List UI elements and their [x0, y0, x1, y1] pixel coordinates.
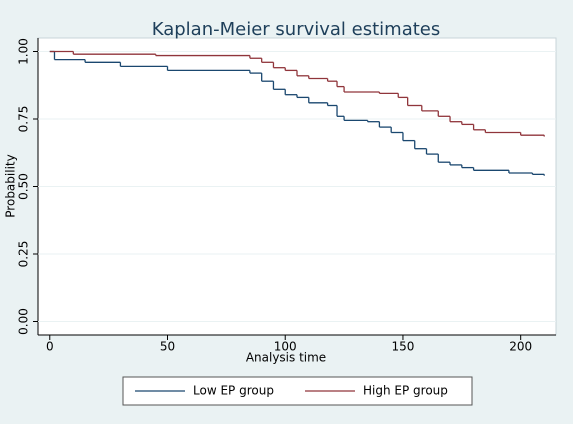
- x-tick-label: 100: [274, 340, 297, 354]
- x-tick-label: 0: [46, 340, 54, 354]
- chart-title: Kaplan-Meier survival estimates: [152, 19, 441, 40]
- x-axis-title: Analysis time: [246, 351, 326, 365]
- x-tick-label: 50: [160, 340, 175, 354]
- y-axis-title: Probability: [4, 154, 18, 217]
- y-tick-label: 0.75: [17, 106, 31, 133]
- legend-label: High EP group: [363, 384, 448, 398]
- legend-label: Low EP group: [193, 384, 274, 398]
- y-tick-label: 0.00: [17, 308, 31, 335]
- y-tick-label: 1.00: [17, 38, 31, 65]
- y-tick-label: 0.25: [17, 241, 31, 268]
- y-tick-label: 0.50: [17, 173, 31, 200]
- x-tick-label: 150: [392, 340, 415, 354]
- x-tick-label: 200: [509, 340, 532, 354]
